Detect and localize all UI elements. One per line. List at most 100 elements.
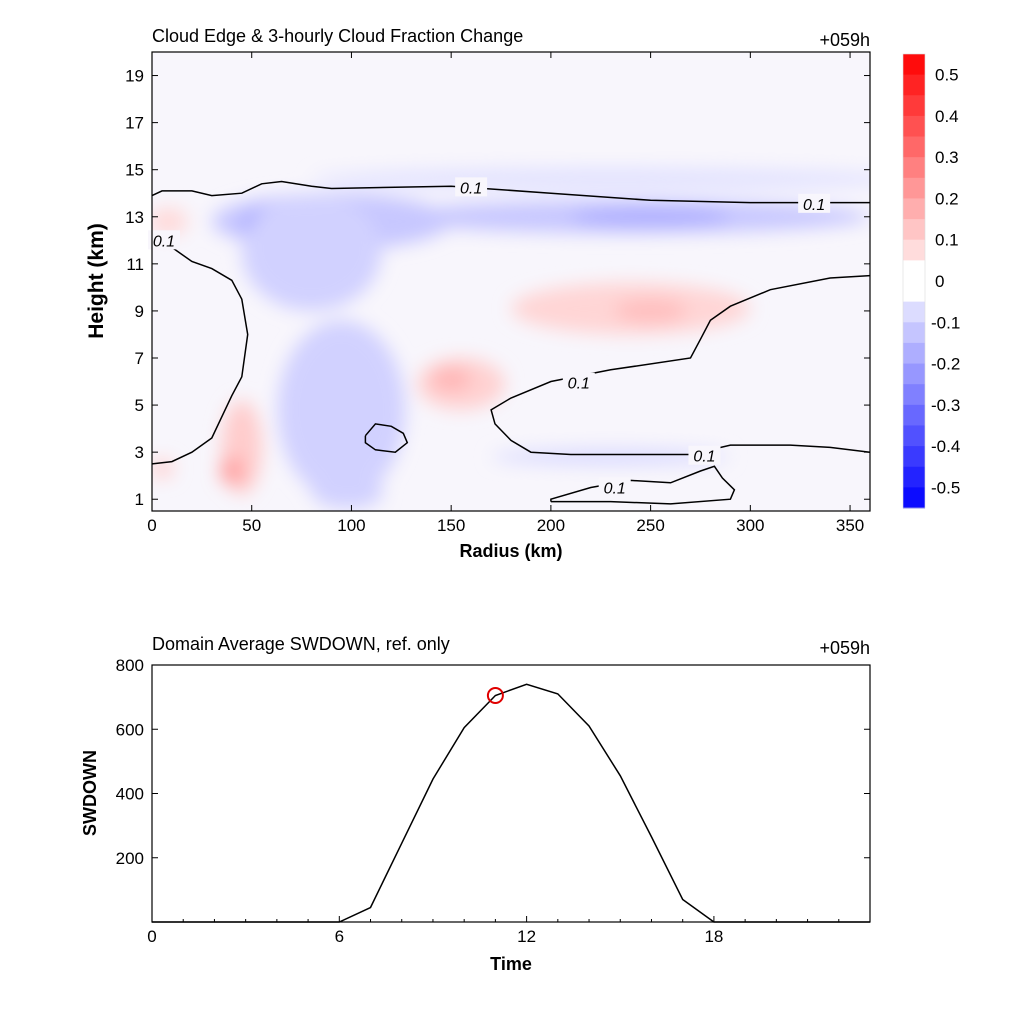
colorbar-label-1: 0.4 bbox=[935, 107, 959, 126]
cloud-region-9 bbox=[311, 475, 384, 509]
bottom-y-tick-label-1: 400 bbox=[116, 785, 144, 804]
bottom-y-tick-label-2: 600 bbox=[116, 720, 144, 739]
colorbar-segment-11 bbox=[903, 281, 925, 303]
colorbar-segment-10 bbox=[903, 260, 925, 282]
contour-label-2-0: 0.1 bbox=[568, 376, 590, 393]
colorbar-segment-15 bbox=[903, 363, 925, 385]
top-y-tick-label-4: 9 bbox=[135, 302, 144, 321]
colorbar-segment-20 bbox=[903, 466, 925, 488]
colorbar-segment-7 bbox=[903, 198, 925, 220]
bottom-x-tick-label-1: 6 bbox=[335, 927, 344, 946]
bottom-plot-background bbox=[152, 665, 870, 922]
colorbar-segment-13 bbox=[903, 322, 925, 344]
bottom-x-axis: 0 6 12 18 bbox=[147, 916, 871, 946]
cloud-region-12 bbox=[614, 299, 687, 323]
top-y-tick-label-3: 7 bbox=[135, 349, 144, 368]
colorbar: 0.5 0.4 0.3 0.2 0.1 0 -0.1 -0.2 -0.3 -0.4 -0.5 bbox=[902, 53, 960, 509]
colorbar-frame bbox=[902, 53, 926, 509]
top-x-tick-label-2: 100 bbox=[337, 516, 365, 535]
top-x-tick-label-7: 350 bbox=[836, 516, 864, 535]
top-y-tick-label-9: 19 bbox=[125, 67, 144, 86]
cloud-region-16 bbox=[219, 456, 244, 486]
colorbar-label-5: 0 bbox=[935, 272, 944, 291]
top-y-tick-label-5: 11 bbox=[126, 255, 144, 274]
top-y-axis-label: Height (km) bbox=[85, 223, 108, 339]
colorbar-segment-1 bbox=[903, 74, 925, 96]
colorbar-segment-9 bbox=[903, 239, 925, 261]
colorbar-segment-0 bbox=[903, 54, 925, 76]
contour-line-0 bbox=[152, 180, 870, 204]
colorbar-label-7: -0.2 bbox=[931, 355, 960, 374]
cloud-region-3 bbox=[241, 193, 382, 311]
contour-line-1 bbox=[152, 234, 249, 465]
contour-label-0-0: 0.1 bbox=[460, 180, 482, 197]
top-y-tick-label-6: 13 bbox=[125, 208, 144, 227]
top-x-tick-label-6: 300 bbox=[736, 516, 764, 535]
colorbar-segment-5 bbox=[903, 157, 925, 179]
colorbar-segment-2 bbox=[903, 95, 925, 117]
top-y-tick-label-7: 15 bbox=[125, 161, 144, 180]
colorbar-segment-16 bbox=[903, 384, 925, 406]
cloud-region-5 bbox=[570, 206, 731, 228]
top-time-label: +059h bbox=[819, 30, 870, 50]
contour-label-bg-0-0 bbox=[455, 177, 488, 197]
colorbar-segment-19 bbox=[903, 446, 925, 468]
top-chart-title: Cloud Edge & 3-hourly Cloud Fraction Cha… bbox=[152, 26, 523, 46]
colorbar-segment-6 bbox=[903, 177, 925, 199]
contour-label-1-0: 0.1 bbox=[153, 233, 175, 250]
bottom-y-tick-label-0: 200 bbox=[116, 849, 144, 868]
colorbar-label-0: 0.5 bbox=[935, 66, 959, 85]
colorbar-label-2: 0.3 bbox=[935, 148, 959, 167]
contour-label-0-1: 0.1 bbox=[803, 197, 825, 214]
top-y-tick-label-0: 1 bbox=[135, 490, 144, 509]
bottom-chart-title: Domain Average SWDOWN, ref. only bbox=[152, 634, 450, 654]
contour-label-3-0: 0.1 bbox=[604, 480, 626, 497]
top-x-axis-label: Radius (km) bbox=[459, 541, 562, 561]
contour-label-bg-1-0 bbox=[147, 230, 180, 250]
bottom-x-tick-label-2: 12 bbox=[517, 927, 536, 946]
contour-label-bg-2-0 bbox=[562, 372, 595, 392]
colorbar-segment-8 bbox=[903, 219, 925, 241]
bottom-x-tick-label-0: 0 bbox=[147, 927, 156, 946]
cloud-region-17 bbox=[152, 207, 188, 236]
cloud-region-14 bbox=[431, 367, 472, 391]
colorbar-label-10: -0.5 bbox=[931, 478, 960, 497]
colorbar-label-6: -0.1 bbox=[931, 313, 960, 332]
colorbar-segment-17 bbox=[903, 404, 925, 426]
cloud-region-8 bbox=[277, 320, 406, 500]
bottom-y-tick-label-3: 800 bbox=[116, 656, 144, 675]
top-x-tick-label-0: 0 bbox=[147, 516, 156, 535]
colorbar-label-9: -0.4 bbox=[931, 437, 960, 456]
bottom-y-axis-label: SWDOWN bbox=[80, 750, 100, 836]
top-y-tick-label-2: 5 bbox=[135, 396, 144, 415]
bottom-x-tick-label-3: 18 bbox=[704, 927, 723, 946]
contour-line-4 bbox=[364, 423, 409, 453]
colorbar-label-4: 0.1 bbox=[935, 231, 959, 250]
top-plot-frame bbox=[151, 51, 871, 512]
bottom-time-label: +059h bbox=[819, 638, 870, 658]
contour-label-bg-0-1 bbox=[798, 193, 831, 213]
contour-label-2-1: 0.1 bbox=[693, 449, 715, 466]
cloud-region-6 bbox=[311, 167, 870, 191]
current-time-marker bbox=[486, 687, 504, 705]
colorbar-segment-21 bbox=[903, 487, 925, 509]
colorbar-segment-14 bbox=[903, 342, 925, 365]
swdown-panel: Domain Average SWDOWN, ref. only +059h 0… bbox=[80, 634, 871, 974]
cloud-fraction-field bbox=[152, 167, 870, 509]
top-x-tick-label-3: 150 bbox=[437, 516, 465, 535]
bottom-x-axis-label: Time bbox=[490, 954, 532, 974]
top-x-tick-label-1: 50 bbox=[242, 516, 261, 535]
contour-label-bg-2-1 bbox=[688, 445, 721, 465]
cloud-fraction-panel: Cloud Edge & 3-hourly Cloud Fraction Cha… bbox=[85, 26, 871, 561]
colorbar-segment-3 bbox=[903, 115, 925, 138]
colorbar-segment-12 bbox=[903, 301, 925, 323]
contour-label-bg-3-0 bbox=[598, 477, 631, 497]
contour-line-3 bbox=[550, 465, 736, 505]
top-x-tick-label-5: 250 bbox=[636, 516, 664, 535]
colorbar-segment-4 bbox=[903, 136, 925, 158]
top-y-tick-label-1: 3 bbox=[135, 443, 144, 462]
top-x-axis: 0 50 100 150 200 250 300 350 bbox=[147, 52, 864, 535]
